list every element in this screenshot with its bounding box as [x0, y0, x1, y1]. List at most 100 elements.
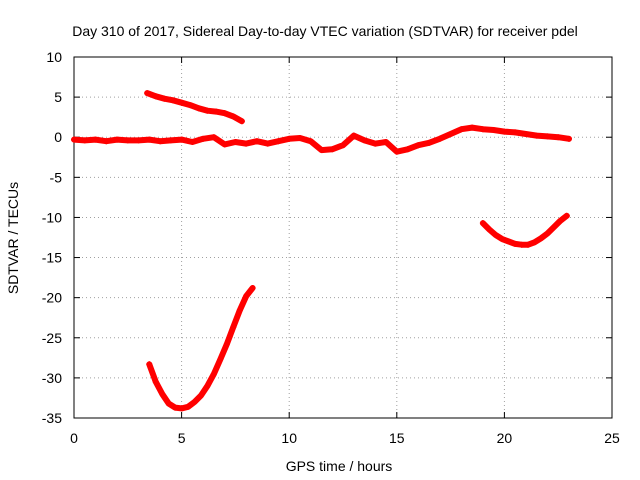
data-point	[350, 132, 357, 139]
data-point	[531, 239, 538, 246]
series-markers-1	[144, 90, 245, 125]
data-point	[236, 307, 243, 314]
data-point	[512, 240, 519, 247]
data-point	[492, 232, 499, 239]
grid	[74, 57, 612, 418]
data-point	[169, 97, 176, 104]
data-point	[544, 133, 551, 140]
data-point	[189, 139, 196, 146]
data-point	[210, 370, 217, 377]
data-point	[518, 241, 525, 248]
data-point	[469, 124, 476, 131]
series-trace-2	[146, 285, 256, 412]
y-axis-label: SDTVAR / TECUs	[5, 182, 21, 294]
data-point	[144, 90, 151, 97]
y-tick-label: -35	[42, 410, 62, 426]
chart-title: Day 310 of 2017, Sidereal Day-to-day VTE…	[72, 23, 578, 39]
data-point	[479, 126, 486, 133]
data-point	[124, 137, 131, 144]
data-point	[563, 212, 570, 219]
x-tick-label: 25	[604, 430, 620, 446]
data-point	[195, 105, 202, 112]
data-point	[544, 230, 551, 237]
data-point	[238, 118, 245, 125]
data-point	[167, 137, 174, 144]
data-point	[243, 293, 250, 300]
data-point	[165, 400, 172, 407]
series-markers-3	[479, 212, 570, 248]
y-tick-label: 5	[54, 89, 62, 105]
y-tick-label: -20	[42, 290, 62, 306]
data-point	[230, 324, 237, 331]
data-point	[537, 235, 544, 242]
data-point	[152, 93, 159, 100]
data-point	[372, 140, 379, 147]
data-point	[221, 110, 228, 117]
data-point	[135, 137, 142, 144]
x-axis-ticks: 0 5 10 15 20 25	[70, 57, 620, 446]
data-point	[243, 140, 250, 147]
data-point	[157, 138, 164, 145]
data-point	[223, 341, 230, 348]
data-point	[172, 404, 179, 411]
data-point	[210, 134, 217, 141]
x-axis-label: GPS time / hours	[286, 458, 393, 474]
data-point	[361, 137, 368, 144]
series-trace-3	[479, 212, 570, 248]
data-point	[501, 128, 508, 135]
data-point	[159, 390, 166, 397]
x-tick-label: 0	[70, 430, 78, 446]
data-point	[204, 107, 211, 114]
x-tick-label: 15	[389, 430, 405, 446]
x-tick-label: 20	[497, 430, 513, 446]
data-point	[522, 131, 529, 138]
data-point	[161, 95, 168, 102]
data-point	[232, 139, 239, 146]
data-point	[479, 220, 486, 227]
data-point	[307, 138, 314, 145]
data-point	[152, 378, 159, 385]
x-tick-label: 10	[281, 430, 297, 446]
data-point	[557, 217, 564, 224]
data-point	[436, 135, 443, 142]
y-tick-label: -15	[42, 250, 62, 266]
data-point	[191, 398, 198, 405]
data-point	[286, 135, 293, 142]
data-point	[296, 135, 303, 142]
series-layer	[71, 90, 572, 412]
data-point	[185, 403, 192, 410]
data-point	[200, 135, 207, 142]
data-point	[187, 102, 194, 109]
data-point	[264, 140, 271, 147]
data-point	[499, 236, 506, 243]
data-point	[71, 136, 77, 143]
data-point	[178, 405, 185, 412]
data-point	[213, 108, 220, 115]
series-markers-2	[146, 285, 256, 412]
data-point	[426, 139, 433, 146]
data-point	[204, 382, 211, 389]
data-point	[404, 146, 411, 153]
data-point	[458, 126, 465, 133]
data-point	[114, 136, 121, 143]
data-point	[505, 238, 512, 245]
data-point	[340, 142, 346, 149]
data-point	[146, 136, 153, 143]
data-point	[565, 135, 572, 142]
series-markers-0	[71, 124, 572, 155]
data-point	[178, 99, 185, 106]
data-point	[253, 138, 260, 145]
data-point	[217, 356, 224, 363]
y-axis-ticks: -35 -30 -25 -20 -15 -10 -5 0 5 10	[42, 49, 612, 426]
data-point	[81, 137, 88, 144]
data-point	[318, 147, 325, 154]
data-point	[415, 142, 422, 149]
data-point	[146, 361, 153, 368]
data-point	[447, 131, 454, 138]
data-point	[221, 141, 228, 148]
data-point	[490, 127, 497, 134]
data-point	[393, 148, 400, 155]
data-point	[555, 134, 562, 141]
data-point	[249, 285, 256, 292]
